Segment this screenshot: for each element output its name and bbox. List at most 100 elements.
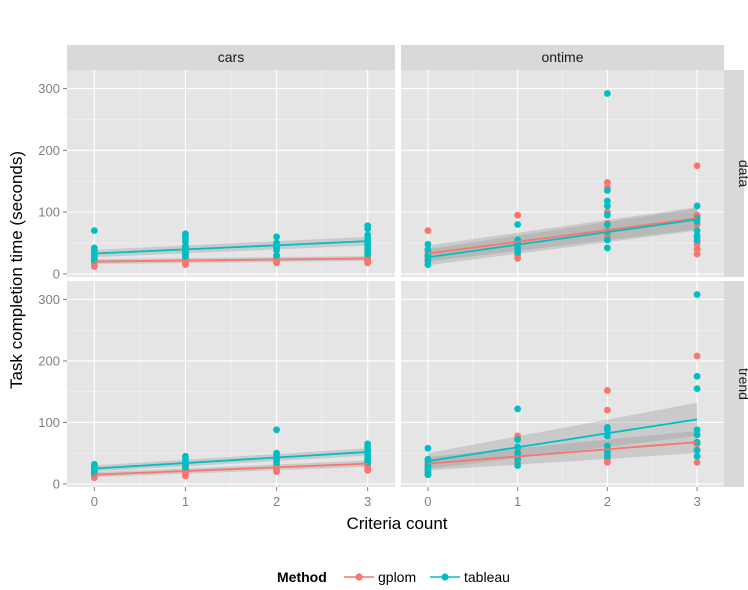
confidence-band-tableau bbox=[427, 208, 698, 266]
data-point-tableau bbox=[273, 233, 280, 241]
y-tick-label: 100 bbox=[38, 415, 60, 430]
data-point-tableau bbox=[603, 442, 611, 450]
trend-line-gplom bbox=[427, 441, 698, 465]
data-point-tableau bbox=[364, 222, 372, 230]
data-point-tableau bbox=[364, 440, 372, 448]
panel-cars-trend bbox=[67, 281, 395, 487]
data-point-gplom bbox=[603, 406, 611, 414]
data-point-tableau bbox=[693, 227, 701, 235]
data-point-gplom bbox=[603, 179, 611, 186]
strip-label-ontime: ontime bbox=[541, 49, 583, 65]
data-point-tableau bbox=[514, 455, 522, 463]
y-tick-label: 200 bbox=[38, 353, 60, 368]
data-point-tableau bbox=[514, 405, 522, 413]
y-tick-label: 0 bbox=[53, 476, 60, 491]
data-point-tableau bbox=[693, 372, 701, 380]
data-point-gplom bbox=[693, 162, 701, 170]
data-point-tableau bbox=[273, 426, 280, 434]
x-tick-label: 3 bbox=[364, 494, 371, 509]
panel-cars-data bbox=[67, 70, 395, 277]
data-point-tableau bbox=[693, 426, 701, 434]
x-tick-label: 1 bbox=[182, 494, 189, 509]
data-point-tableau bbox=[424, 240, 432, 248]
panel-ontime-trend bbox=[401, 281, 724, 487]
x-tick-label: 2 bbox=[604, 494, 611, 509]
trend-line-gplom bbox=[427, 217, 698, 255]
data-point-gplom bbox=[424, 227, 432, 235]
trend-line-tableau bbox=[427, 218, 698, 259]
data-point-tableau bbox=[514, 462, 522, 469]
data-point-tableau bbox=[603, 236, 611, 244]
data-point-tableau bbox=[90, 460, 98, 468]
x-tick-label: 2 bbox=[273, 494, 280, 509]
legend: Method gplom tableau bbox=[277, 569, 510, 585]
data-point-tableau bbox=[603, 202, 611, 210]
confidence-band-tableau bbox=[427, 402, 698, 470]
data-point-tableau bbox=[693, 452, 701, 460]
data-point-tableau bbox=[273, 251, 280, 259]
data-point-tableau bbox=[514, 221, 522, 228]
data-point-tableau bbox=[514, 436, 522, 444]
panel-ontime-data bbox=[401, 70, 724, 277]
legend-title: Method bbox=[277, 569, 327, 585]
legend-label-tableau: tableau bbox=[464, 569, 510, 585]
x-tick-label: 0 bbox=[424, 494, 431, 509]
data-point-tableau bbox=[603, 423, 611, 431]
data-point-gplom bbox=[693, 250, 701, 258]
data-point-gplom bbox=[514, 211, 522, 219]
confidence-band-gplom bbox=[427, 431, 698, 471]
data-point-tableau bbox=[273, 449, 280, 457]
legend-key-gplom bbox=[344, 573, 374, 581]
data-point-tableau bbox=[603, 90, 611, 97]
data-point-tableau bbox=[182, 452, 189, 460]
strip-label-data: data bbox=[736, 160, 748, 187]
y-tick-label: 300 bbox=[38, 292, 60, 307]
data-point-tableau bbox=[603, 211, 611, 219]
x-tick-label: 0 bbox=[91, 494, 98, 509]
data-point-tableau bbox=[424, 444, 432, 452]
data-point-tableau bbox=[424, 256, 432, 264]
data-point-tableau bbox=[603, 197, 611, 205]
trend-line-tableau bbox=[427, 418, 698, 463]
data-point-tableau bbox=[693, 291, 701, 298]
data-point-gplom bbox=[693, 459, 701, 466]
strip-trend bbox=[724, 281, 744, 487]
legend-label-gplom: gplom bbox=[378, 569, 416, 585]
x-tick-label: 3 bbox=[693, 494, 700, 509]
data-point-tableau bbox=[603, 244, 611, 252]
strip-label-cars: cars bbox=[218, 49, 244, 65]
data-point-tableau bbox=[693, 232, 701, 240]
data-point-tableau bbox=[693, 446, 701, 454]
data-point-tableau bbox=[693, 385, 701, 393]
strip-ontime bbox=[401, 45, 724, 70]
y-tick-label: 100 bbox=[38, 205, 60, 220]
trend-line-tableau bbox=[94, 240, 368, 255]
data-point-gplom bbox=[603, 387, 611, 394]
strip-cars bbox=[67, 45, 395, 70]
x-tick-label: 1 bbox=[514, 494, 521, 509]
data-point-tableau bbox=[603, 187, 611, 194]
data-point-gplom bbox=[693, 352, 701, 360]
data-point-tableau bbox=[514, 244, 522, 252]
trend-line-gplom bbox=[94, 257, 368, 263]
legend-key-tableau bbox=[430, 573, 460, 581]
data-point-tableau bbox=[90, 244, 98, 252]
data-point-tableau bbox=[364, 231, 372, 239]
data-point-tableau bbox=[603, 221, 611, 228]
plot-panels: cars ontime data trend 0 100 200 300 0 100 200 300 0… bbox=[38, 45, 748, 509]
strip-data bbox=[724, 70, 744, 277]
y-tick-label: 300 bbox=[38, 81, 60, 96]
data-point-tableau bbox=[90, 227, 98, 235]
data-point-tableau bbox=[514, 449, 522, 457]
x-axis-title: Criteria count bbox=[346, 514, 447, 533]
y-axis-title: Task completion time (seconds) bbox=[7, 151, 26, 389]
data-point-tableau bbox=[182, 230, 189, 238]
strip-label-trend: trend bbox=[736, 368, 748, 400]
data-point-tableau bbox=[693, 202, 701, 210]
data-point-tableau bbox=[693, 431, 701, 439]
trend-line-tableau bbox=[94, 451, 368, 470]
y-tick-label: 0 bbox=[53, 266, 60, 281]
trend-line-gplom bbox=[94, 462, 368, 476]
data-point-gplom bbox=[693, 245, 701, 253]
